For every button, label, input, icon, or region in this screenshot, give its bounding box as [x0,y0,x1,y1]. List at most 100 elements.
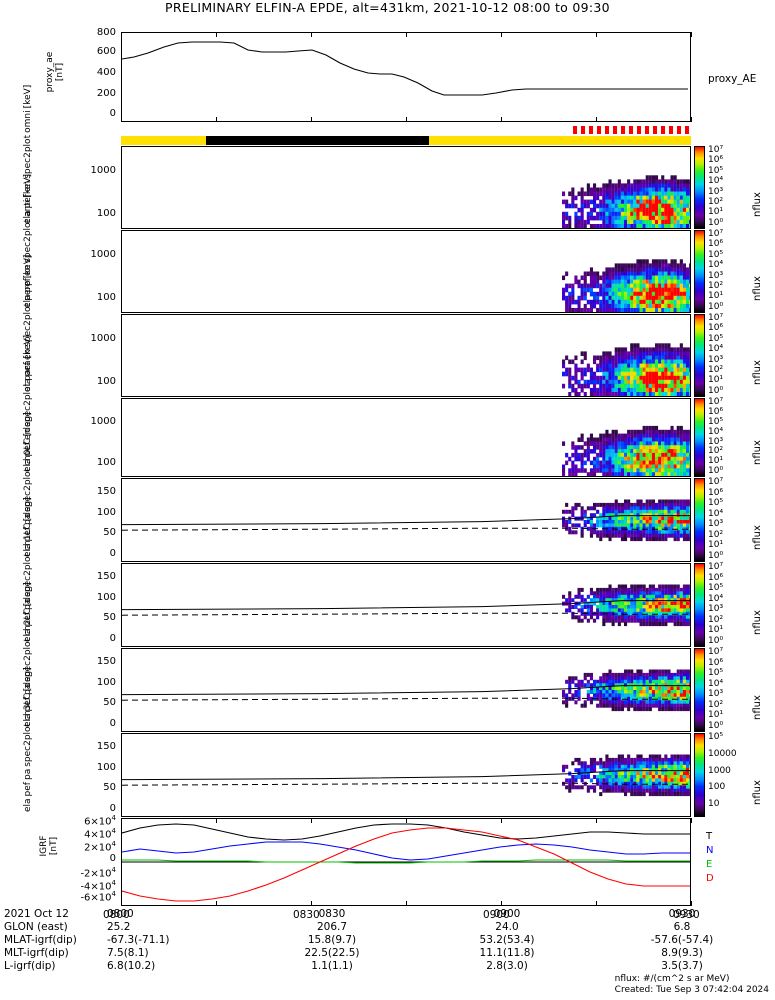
igrf-axis-tick [311,901,312,906]
spectrogram-panel-anti [121,230,691,313]
annotation-value: 0800 [107,908,134,920]
ytick-ch2LC-150: 150 [96,656,116,668]
ytick-ch3LC-0: 0 [109,803,116,815]
ytick-400: 400 [96,67,116,78]
proxy-axis-tick [406,117,407,122]
ytick-600: 600 [96,46,116,57]
ytick-omni-1000: 1000 [90,164,116,176]
ytick-ch1LC-0: 0 [109,633,116,645]
igrf-axis-tick [216,901,217,906]
igrf-legend-E: E [706,859,713,870]
proxy-axis-tick [406,32,407,37]
colorbar-tick-omni-2: 10⁵ [708,165,724,176]
colorbar-tick-ch1LC-2: 10⁵ [708,583,724,593]
colorbar-tick-perp-6: 10¹ [708,375,724,386]
footer-units: nflux: #/(cm^2 s ar MeV) [614,974,730,984]
colorbar-anti [694,230,705,313]
igrf-ytick-4e4: 4×104 [84,827,116,841]
colorbar-tick-anti-4: 10³ [708,270,724,281]
colorbar-label-anti: nflux [752,276,763,301]
colorbar-label-ch1LC: nflux [752,610,763,635]
xtick-0930: 0930 [673,909,700,921]
igrf-ytick-m4e4: -4×104 [80,879,116,893]
annotation-value: 2.8(3.0) [486,960,528,972]
colorbar-tick-ch1LC-4: 10³ [708,604,724,614]
colorbar-label-ch2LC: nflux [752,695,763,720]
science-zone-markers [573,126,689,134]
colorbar-tick-perp-2: 10⁵ [708,333,724,344]
colorbar-tick-omni-0: 10⁷ [708,145,724,155]
spectrogram-image-anti [562,259,690,312]
ytick-anti-1000: 1000 [90,248,116,260]
xtick-0800: 0800 [103,909,130,921]
ytick-0: 0 [109,108,116,119]
colorbar-tick-perp-7: 10⁰ [708,385,724,396]
orbit-status-bar-eclipse [206,136,429,145]
annotation-row: GLON (east) 25.2 206.7 24.0 6.8 [4,921,772,934]
colorbar-tick-ch0LC-5: 10² [708,529,724,540]
spectrogram-image-omni [562,175,690,228]
annotation-label: L-igrf(dip) [4,960,56,972]
ytick-perp-100: 100 [96,376,116,388]
ytick-omni-100: 100 [96,208,116,220]
ytick-ch2LC-100: 100 [96,676,116,688]
colorbar-tick-para-4: 10³ [708,436,724,447]
annotation-value: 6.8(10.2) [107,960,156,972]
colorbar-tick-ch2LC-3: 10⁴ [708,678,724,689]
annotation-value: 24.0 [495,921,519,933]
colorbar-tick-ch0LC-7: 10⁰ [708,550,724,561]
annotation-value: 53.2(53.4) [479,934,535,946]
annotation-value: 1.1(1.1) [311,960,353,972]
colorbar-label-para: nflux [752,440,763,465]
igrf-legend-T: T [706,831,713,842]
annotation-value: -67.3(-71.1) [107,934,170,946]
annotation-value: -57.6(-57.4) [650,934,714,946]
colorbar-tick-ch1LC-0: 10⁷ [708,562,724,572]
colorbar-tick-perp-5: 10² [708,364,724,375]
colorbar-label-omni: nflux [752,192,763,217]
colorbar-tick-anti-3: 10⁴ [708,260,724,271]
annotation-value: 0830 [318,908,346,920]
colorbar-tick-omni-3: 10⁴ [708,176,724,187]
igrf-axis-tick [596,901,597,906]
colorbar-tick-para-0: 10⁷ [708,397,724,407]
igrf-ytick-0: 0 [109,853,116,864]
annotation-value: 0900 [493,908,521,920]
annotation-value: 3.5(3.7) [661,960,703,972]
ytick-ch0LC-100: 100 [96,506,116,518]
colorbar-tick-ch2LC-2: 10⁵ [708,668,724,678]
ytick-ch3LC-100: 100 [96,761,116,773]
colorbar-ch2LC [694,648,705,732]
colorbar-tick-para-1: 10⁶ [708,406,724,417]
proxy-ae-ylabel: proxy_ae [nT] [45,51,65,93]
colorbar-tick-ch1LC-7: 10⁰ [708,635,724,646]
spectrogram-image-ch1LC [122,584,690,627]
colorbar-tick-perp-3: 10⁴ [708,344,724,355]
spectrogram-panel-omni [121,146,691,229]
ytick-ch3LC-150: 150 [96,741,116,753]
colorbar-tick-ch1LC-5: 10² [708,614,724,625]
colorbar-label-ch3LC: nflux [752,780,763,805]
colorbar-tick-omni-6: 10¹ [708,207,724,218]
colorbar-tick-ch2LC-5: 10² [708,699,724,710]
igrf-ytick-2e4: 2×104 [84,840,116,854]
colorbar-tick-ch1LC-6: 10¹ [708,625,724,635]
proxy-axis-tick [691,32,692,37]
annotation-value: 11.1(11.8) [479,947,535,959]
ytick-ch1LC-150: 150 [96,571,116,583]
colorbar-tick-omni-5: 10² [708,196,724,207]
colorbar-tick-perp-0: 10⁷ [708,313,724,323]
igrf-axis-tick [121,818,122,823]
colorbar-tick-para-5: 10² [708,446,724,457]
ytick-ch0LC-50: 50 [103,527,116,539]
ytick-ch1LC-100: 100 [96,591,116,603]
xtick-0900: 0900 [483,909,510,921]
annotation-value: 0930 [668,908,696,920]
colorbar-tick-ch0LC-3: 10⁴ [708,508,724,519]
proxy-axis-tick [216,32,217,37]
proxy-ae-panel [121,32,691,122]
spectrogram-panel-perp [121,314,691,397]
colorbar-tick-anti-7: 10⁰ [708,301,724,312]
colorbar-tick-perp-1: 10⁶ [708,323,724,334]
colorbar-tick-para-3: 10⁴ [708,426,724,437]
